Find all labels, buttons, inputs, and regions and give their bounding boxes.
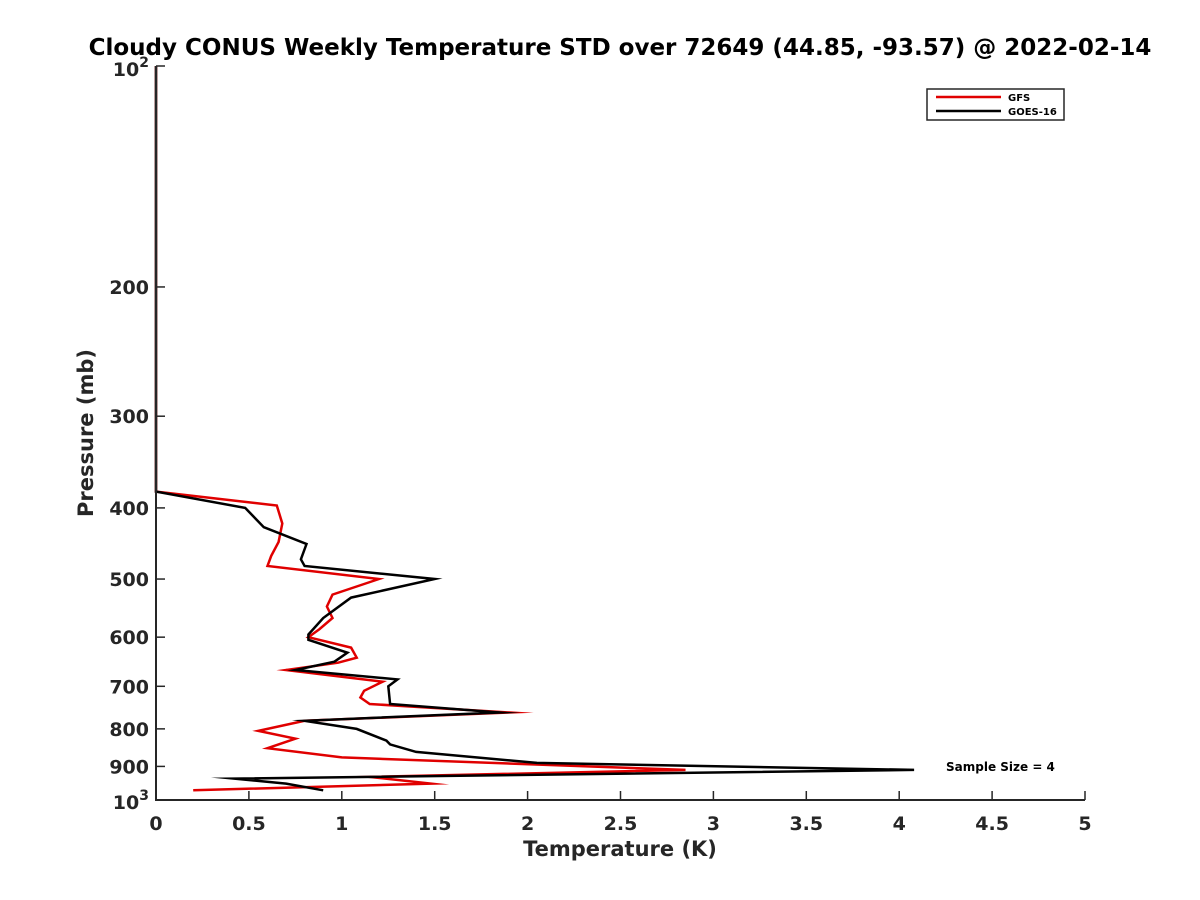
y-tick-label-top: 102	[113, 55, 149, 81]
y-tick-bottom-base: 10	[113, 792, 139, 814]
y-axis-line	[155, 66, 157, 801]
x-tick-label: 5	[1078, 813, 1091, 835]
y-tick-label: 700	[109, 676, 149, 698]
y-tick-label: 300	[109, 406, 149, 428]
x-axis-label: Temperature (K)	[523, 837, 717, 861]
y-axis-ticks: 200 300 400 500 600 700 800 900	[109, 65, 165, 801]
chart-title: Cloudy CONUS Weekly Temperature STD over…	[89, 35, 1152, 61]
y-tick-top-exp: 2	[139, 55, 149, 71]
x-tick-label: 0.5	[232, 813, 266, 835]
legend: GFS GOES-16	[926, 88, 1065, 121]
x-axis-ticks: 0 0.5 1 1.5 2 2.5 3 3.5 4 4.5 5	[149, 791, 1092, 835]
y-tick-label-bottom: 103	[113, 788, 149, 814]
y-tick-label: 200	[109, 277, 149, 299]
legend-label-gfs: GFS	[1008, 93, 1030, 104]
x-tick-label: 4	[893, 813, 906, 835]
y-tick-top-base: 10	[113, 59, 139, 81]
series-line-goes16	[154, 66, 915, 792]
series-line-gfs	[154, 66, 686, 792]
sample-size-annotation: Sample Size = 4	[946, 760, 1055, 774]
y-tick-label: 900	[109, 756, 149, 778]
y-tick-label: 400	[109, 498, 149, 520]
y-tick-label: 500	[109, 569, 149, 591]
y-tick-label: 600	[109, 627, 149, 649]
x-tick-label: 3	[707, 813, 720, 835]
x-tick-label: 4.5	[975, 813, 1009, 835]
x-tick-label: 3.5	[789, 813, 823, 835]
x-tick-label: 2.5	[604, 813, 638, 835]
legend-box	[926, 88, 1065, 121]
y-axis-label: Pressure (mb)	[74, 349, 98, 517]
x-tick-label: 1	[335, 813, 348, 835]
y-tick-bottom-exp: 3	[139, 788, 149, 804]
x-tick-label: 1.5	[418, 813, 452, 835]
plot-area	[154, 66, 915, 792]
y-tick-label: 800	[109, 719, 149, 741]
legend-label-goes16: GOES-16	[1008, 107, 1057, 118]
x-tick-label: 2	[521, 813, 534, 835]
x-tick-label: 0	[149, 813, 162, 835]
